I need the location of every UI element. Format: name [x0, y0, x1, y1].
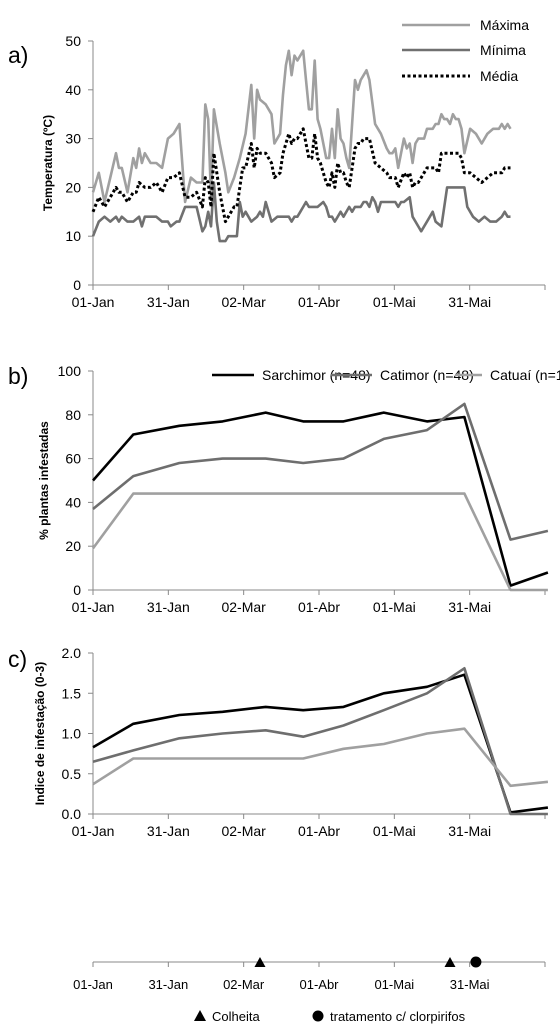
panel-1-y-tick-label: 60 [65, 451, 81, 467]
panel-0-series-line-0 [91, 49, 512, 204]
panel-2-x-tick-label: 31-Mai [448, 823, 491, 839]
panel-0-y-tick-label: 0 [73, 277, 81, 293]
panel-1-x-tick-label: 02-Mar [221, 599, 266, 615]
panel-2-series-line-1 [92, 666, 548, 816]
panel-2-y-axis-title: Indice de infestação (0-3) [33, 662, 47, 805]
panel-0-y-tick-label: 30 [65, 131, 81, 147]
panel-2-label: c) [8, 646, 27, 672]
panel-3-legend-label-0: Colheita [212, 1009, 260, 1024]
panel-1-y-axis-title: % plantas infestadas [37, 421, 51, 540]
panel-0-y-axis-title: Temperatura (ºC) [41, 115, 55, 211]
panel-1-label: b) [8, 363, 28, 389]
panel-1-series-line-2 [91, 492, 548, 592]
panel-1-series-line-1 [92, 402, 549, 541]
panel-1-x-tick-label: 31-Jan [147, 599, 190, 615]
panel-1-x-tick-label: 01-Jan [72, 599, 115, 615]
panel-3-x-tick-label: 01-Abr [299, 977, 339, 992]
panel-1-y-tick-label: 100 [58, 363, 82, 379]
panel-3-x-tick-label: 01-Mai [374, 977, 414, 992]
panel-1-legend-label-0: Sarchimor (n=48) [262, 367, 371, 383]
panel-0-x-tick-label: 01-Mai [373, 294, 416, 310]
panel-1-x-tick-label: 01-Abr [298, 599, 340, 615]
panel-1-series-line-0 [92, 411, 549, 587]
panel-3-legend-label-1: tratamento c/ clorpirifos [330, 1009, 466, 1024]
panel-0-label: a) [8, 42, 28, 68]
panel-2-x-tick-label: 31-Jan [147, 823, 190, 839]
panel-3-legend-triangle [194, 1010, 206, 1021]
panel-0-legend-label-1: Mínima [480, 42, 526, 58]
panel-3-x-tick-label: 31-Mai [450, 977, 490, 992]
panel-0-legend-label-2: Média [480, 68, 518, 84]
panel-2-y-tick-label: 2.0 [62, 645, 82, 661]
panel-0-series-line-1 [91, 181, 511, 243]
panel-2-y-tick-label: 0.0 [62, 806, 82, 822]
panel-0-y-tick-label: 20 [65, 179, 81, 195]
panel-2-y-tick-label: 0.5 [62, 766, 82, 782]
panel-3-x-tick-label: 31-Jan [148, 977, 188, 992]
panel-3-event-circle-2 [470, 956, 482, 968]
panel-2-x-tick-label: 02-Mar [221, 823, 266, 839]
panel-3-x-tick-label: 02-Mar [223, 977, 265, 992]
panel-0-series-line-2 [91, 127, 511, 224]
panel-0-y-tick-label: 40 [65, 82, 81, 98]
panel-0-y-tick-label: 10 [65, 228, 81, 244]
panel-0-x-tick-label: 01-Abr [298, 294, 340, 310]
panel-3-x-tick-label: 01-Jan [73, 977, 113, 992]
panel-1-y-tick-label: 80 [65, 407, 81, 423]
panel-3-event-triangle-0 [254, 957, 266, 967]
panel-3-legend-circle [312, 1010, 324, 1022]
panel-1-y-tick-label: 0 [73, 582, 81, 598]
panel-2-y-tick-label: 1.5 [62, 685, 82, 701]
panel-1-legend-label-2: Catuaí (n=16) [490, 367, 560, 383]
panel-2-series-line-2 [92, 727, 549, 788]
panel-0-x-tick-label: 31-Jan [147, 294, 190, 310]
panel-1-y-tick-label: 20 [65, 538, 81, 554]
panel-0-x-tick-label: 02-Mar [221, 294, 266, 310]
panel-2-series-line-0 [92, 673, 549, 814]
panel-0-x-tick-label: 31-Mai [448, 294, 491, 310]
panel-2-x-tick-label: 01-Jan [72, 823, 115, 839]
panel-2-x-tick-label: 01-Mai [373, 823, 416, 839]
panel-3-event-triangle-1 [444, 957, 456, 967]
panel-1-legend-label-1: Catimor (n=48) [380, 367, 474, 383]
panel-1-x-tick-label: 31-Mai [448, 599, 491, 615]
panel-0-y-tick-label: 50 [65, 33, 81, 49]
panel-0-x-tick-label: 01-Jan [72, 294, 115, 310]
panel-0-legend-label-0: Máxima [480, 17, 529, 33]
panel-1-y-tick-label: 40 [65, 494, 81, 510]
panel-2-y-tick-label: 1.0 [62, 726, 82, 742]
panel-1-x-tick-label: 01-Mai [373, 599, 416, 615]
panel-2-x-tick-label: 01-Abr [298, 823, 340, 839]
